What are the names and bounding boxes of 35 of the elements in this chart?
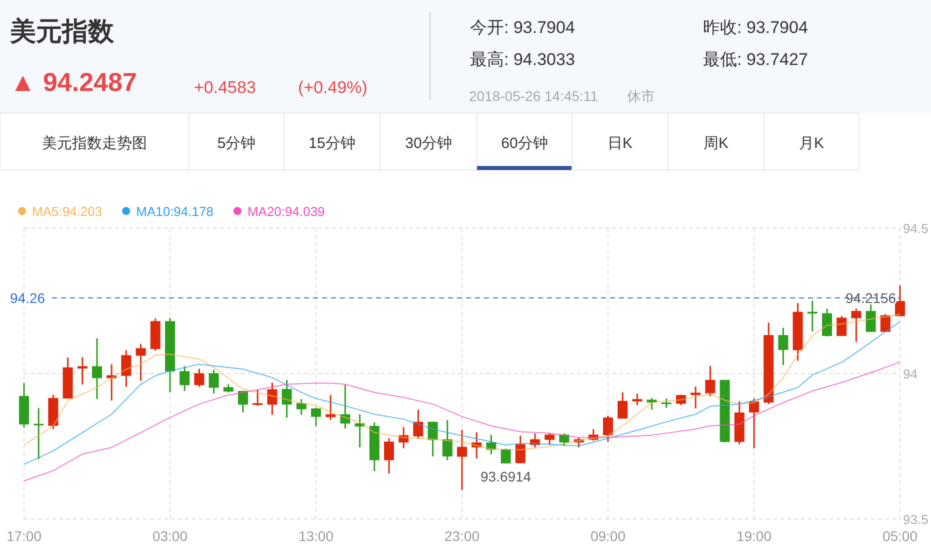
x-tick-label: 03:00 bbox=[152, 528, 188, 544]
x-tick-label: 23:00 bbox=[444, 528, 480, 544]
x-tick-label: 19:00 bbox=[736, 528, 772, 544]
text: 昨收: 93.7904 bbox=[703, 18, 808, 37]
y-tick-label: 94.5 bbox=[903, 221, 928, 236]
text: ▲ 94.2487 bbox=[10, 67, 137, 97]
text: 5分钟 bbox=[217, 135, 256, 152]
text: (+0.49%) bbox=[298, 78, 368, 97]
text: 30分钟 bbox=[405, 135, 452, 152]
text: 日K bbox=[607, 135, 633, 152]
x-tick-label: 13:00 bbox=[298, 528, 334, 544]
text: 休市 bbox=[627, 88, 655, 104]
text: +0.4583 bbox=[194, 78, 256, 97]
chart-title: 美元指数 bbox=[9, 16, 115, 46]
text: 60分钟 bbox=[501, 135, 548, 152]
y-tick-label: 93.5 bbox=[903, 512, 928, 527]
legend-label: MA10:94.178 bbox=[136, 204, 214, 219]
annotation: 94.2156 bbox=[845, 290, 896, 306]
text: 最低: 93.7427 bbox=[703, 50, 808, 69]
ref-line-label: 94.26 bbox=[10, 290, 46, 306]
x-tick-label: 09:00 bbox=[590, 528, 626, 544]
legend-label: MA20:94.039 bbox=[247, 204, 325, 219]
text: 周K bbox=[703, 135, 729, 152]
text: 今开: 93.7904 bbox=[470, 18, 575, 37]
text: 2018-05-26 14:45:11 bbox=[469, 88, 598, 104]
text: 月K bbox=[798, 135, 824, 152]
line-series bbox=[24, 362, 900, 482]
x-tick-label: 17:00 bbox=[6, 528, 42, 544]
x-tick-label: 05:00 bbox=[882, 528, 918, 544]
text: 最高: 94.3033 bbox=[470, 50, 575, 69]
y-tick-label: 94 bbox=[903, 366, 918, 382]
annotation: 93.6914 bbox=[480, 468, 532, 484]
legend-label: MA5:94.203 bbox=[32, 204, 102, 219]
text: 美元指数走势图 bbox=[42, 135, 147, 152]
text: 15分钟 bbox=[308, 135, 356, 152]
